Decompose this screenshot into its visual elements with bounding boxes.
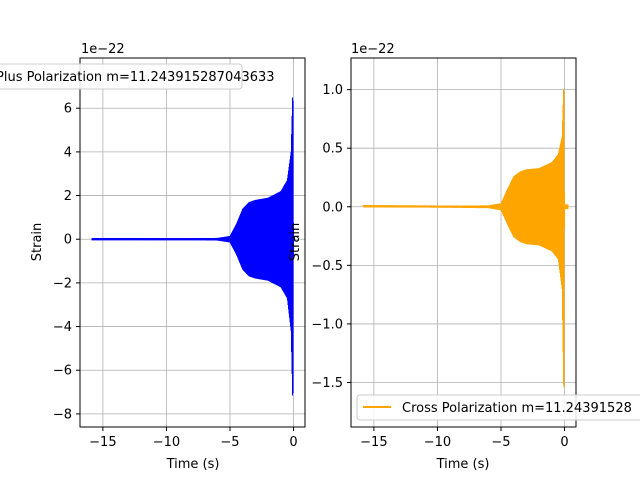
right-x-ticks: −15 −10 −5 0 [360, 427, 569, 450]
left-offset-text: 1e−22 [81, 42, 125, 57]
right-plot: −15 −10 −5 0 −1.5 −1.0 −0.5 0.0 0.5 1.0 Time (s)… [288, 42, 577, 472]
right-y-tick-label: 1.0 [322, 83, 343, 98]
right-y-ticks: −1.5 −1.0 −0.5 0.0 0.5 1.0 [311, 83, 351, 391]
left-y-tick-label: 0 [64, 233, 72, 248]
left-x-axis-label: Time (s) [166, 457, 220, 472]
right-x-tick-label: −10 [424, 435, 451, 450]
left-y-tick-label: 6 [64, 102, 72, 117]
right-x-axis-label: Time (s) [436, 457, 490, 472]
left-plot-area [91, 97, 295, 396]
left-x-tick-label: −10 [153, 435, 180, 450]
right-y-axis-label: Strain [288, 223, 303, 262]
right-y-tick-label: 0.0 [322, 200, 343, 215]
right-legend-label: Cross Polarization m=11.24391528 [402, 401, 632, 416]
right-y-tick-label: −1.0 [311, 317, 343, 332]
left-y-tick-label: −6 [53, 364, 72, 379]
right-y-tick-label: 0.5 [322, 142, 343, 157]
right-axes-frame [350, 57, 577, 428]
right-x-tick-label: −5 [491, 435, 510, 450]
right-y-tick-label: −0.5 [311, 259, 343, 274]
left-y-ticks: −8 −6 −4 −2 0 2 4 6 [53, 102, 80, 422]
left-y-axis-label: Strain [30, 223, 45, 262]
right-y-tick-label: −1.5 [311, 376, 343, 391]
left-y-tick-label: −2 [53, 276, 72, 291]
left-legend-box [0, 63, 243, 90]
left-x-tick-label: 0 [289, 435, 297, 450]
left-axes-frame [79, 57, 306, 428]
right-x-tick-label: 0 [560, 435, 568, 450]
left-y-tick-label: 4 [64, 145, 72, 160]
right-plot-area [362, 89, 569, 388]
right-x-tick-label: −15 [360, 435, 387, 450]
left-y-tick-label: −8 [53, 407, 72, 422]
right-grid [351, 58, 576, 427]
left-x-tick-label: −15 [89, 435, 116, 450]
left-x-tick-label: −5 [220, 435, 239, 450]
right-offset-text: 1e−22 [351, 42, 395, 57]
right-legend: Cross Polarization m=11.24391528 [356, 394, 640, 421]
left-y-tick-label: 2 [64, 189, 72, 204]
left-plot: −15 −10 −5 0 −8 −6 −4 −2 0 2 4 6 Time (s) Strain 1… [30, 42, 306, 472]
left-legend-label: Plus Polarization m=11.243915287043633 [0, 70, 275, 85]
left-x-ticks: −15 −10 −5 0 [89, 427, 298, 450]
right-legend-box [356, 394, 640, 421]
left-y-tick-label: −4 [53, 320, 72, 335]
left-legend: Plus Polarization m=11.243915287043633 [0, 63, 275, 90]
